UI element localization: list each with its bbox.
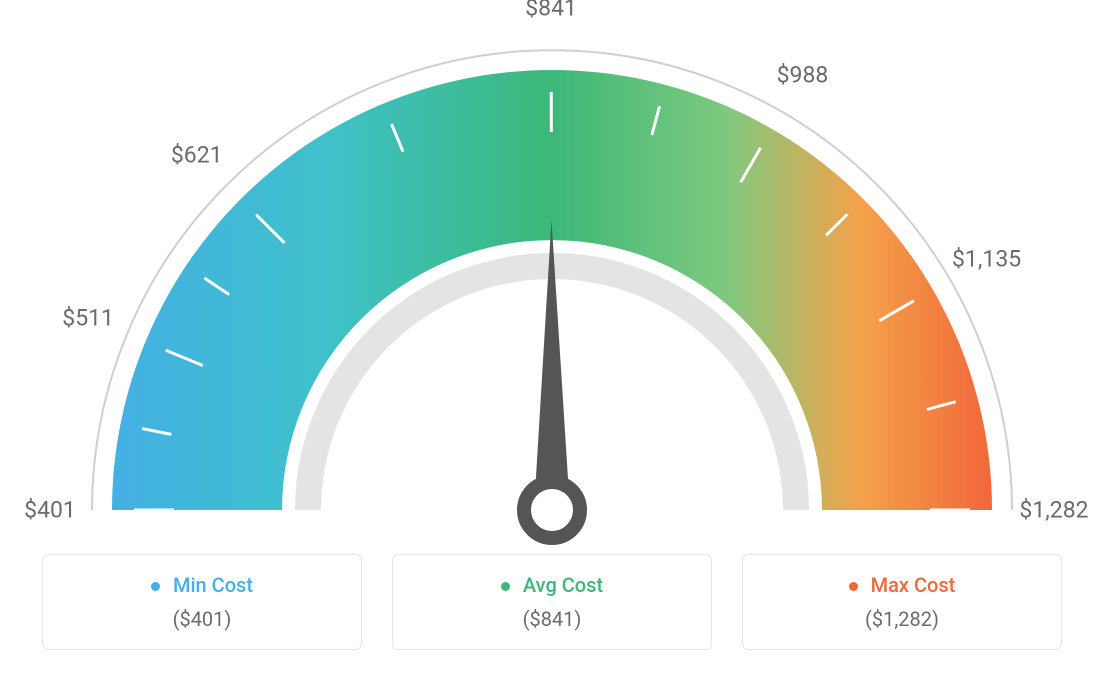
tick-label: $988 — [777, 61, 829, 88]
legend-min-title: Min Cost — [53, 573, 351, 597]
legend-avg-dot — [501, 582, 510, 591]
tick-label: $621 — [171, 142, 223, 169]
legend-max: Max Cost ($1,282) — [742, 554, 1062, 650]
legend: Min Cost ($401) Avg Cost ($841) Max Cost… — [0, 554, 1104, 650]
tick-label: $1,135 — [952, 245, 1021, 272]
legend-max-value: ($1,282) — [753, 607, 1051, 631]
legend-min: Min Cost ($401) — [42, 554, 362, 650]
tick-label: $401 — [24, 497, 76, 524]
legend-avg-title: Avg Cost — [403, 573, 701, 597]
tick-label: $511 — [62, 305, 114, 332]
legend-avg: Avg Cost ($841) — [392, 554, 712, 650]
legend-max-dot — [849, 582, 858, 591]
legend-min-value: ($401) — [53, 607, 351, 631]
legend-avg-label: Avg Cost — [523, 573, 603, 597]
legend-max-label: Max Cost — [871, 573, 956, 597]
legend-min-label: Min Cost — [173, 573, 253, 597]
legend-min-dot — [151, 582, 160, 591]
legend-max-title: Max Cost — [753, 573, 1051, 597]
tick-label: $1,282 — [1019, 497, 1088, 524]
gauge-svg — [0, 0, 1104, 560]
tick-label: $841 — [525, 0, 577, 22]
cost-gauge: $401 $511 $621 $841 $988 $1,135 $1,282 — [0, 0, 1104, 560]
legend-avg-value: ($841) — [403, 607, 701, 631]
